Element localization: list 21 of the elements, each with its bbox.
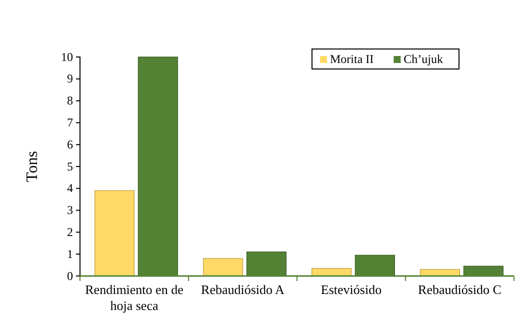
x-tick-label: Rebaudiósido A [201, 282, 286, 297]
y-tick-label: 5 [67, 159, 73, 174]
y-tick-label: 0 [67, 268, 73, 283]
x-tick-label: Rendimiento en de hoja seca [85, 282, 184, 313]
y-tick-label: 4 [67, 181, 73, 196]
y-axis-title: Tons [24, 151, 41, 182]
x-tick-label: Rebaudiósido C [418, 282, 502, 297]
y-tick-label: 7 [67, 116, 73, 130]
y-tick-label: 9 [67, 72, 73, 86]
y-tick-label: 10 [61, 50, 73, 64]
legend-label: Morita II [330, 52, 374, 66]
legend-label: Ch’ujuk [404, 52, 443, 66]
y-tick-label: 6 [67, 137, 73, 152]
bar [203, 258, 244, 276]
y-tick-label: 2 [67, 225, 73, 240]
x-tick-label: Esteviósido [320, 282, 382, 297]
y-tick-label: 3 [67, 203, 73, 218]
bar [312, 268, 352, 276]
bar [94, 190, 135, 276]
y-tick-label: 1 [67, 246, 73, 261]
y-tick-label: 8 [67, 94, 73, 108]
